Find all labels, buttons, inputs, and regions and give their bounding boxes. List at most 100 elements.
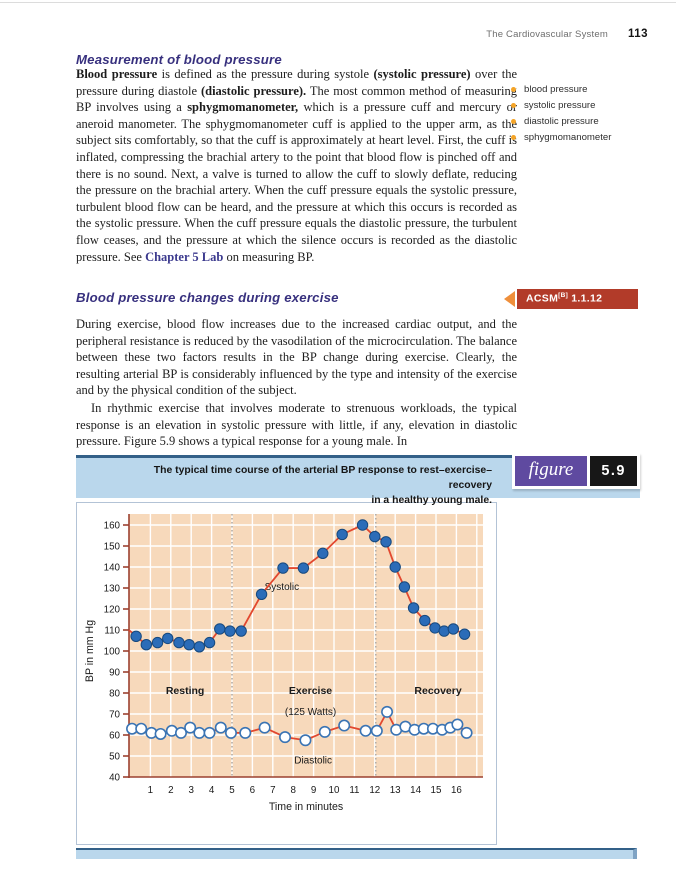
diastolic-data-point — [381, 705, 394, 718]
systolic-data-point — [255, 588, 268, 601]
svg-text:Diastolic: Diastolic — [294, 755, 332, 766]
systolic-data-point — [203, 636, 216, 649]
systolic-data-point — [369, 530, 381, 543]
svg-text:10: 10 — [329, 785, 340, 796]
systolic-data-point — [140, 639, 153, 651]
x-axis-title: Time in minutes — [269, 801, 343, 813]
figure-5-9: The typical time course of the arterial … — [76, 453, 640, 859]
key-term: diastolic pressure — [511, 113, 611, 129]
acsm-superscript: [B] — [558, 292, 569, 299]
figure-badge-number: 5.9 — [590, 456, 637, 486]
acsm-badge-text: ACSM[B] 1.1.12 — [517, 289, 638, 309]
svg-text:40: 40 — [109, 772, 120, 783]
svg-text:Recovery: Recovery — [414, 685, 461, 697]
diastolic-data-point — [203, 726, 216, 739]
diastolic-data-point — [338, 719, 351, 732]
bold-term: (systolic pressure) — [373, 67, 471, 81]
axes — [123, 514, 483, 778]
diastolic-data-point — [451, 718, 464, 731]
diastolic-data-point — [193, 726, 206, 739]
body-text: The most common method of measuring BP i… — [76, 83, 517, 115]
key-term: systolic pressure — [511, 97, 611, 113]
diastolic-data-point — [279, 731, 292, 744]
triangle-left-icon — [504, 290, 515, 307]
bold-term: (diastolic pressure). — [200, 83, 307, 98]
systolic-data-point — [235, 625, 247, 637]
page-number: 113 — [627, 28, 648, 40]
paragraph-exercise-2: In rhythmic exercise that involves moder… — [76, 401, 517, 449]
systolic-data-point — [183, 639, 195, 651]
systolic-data-point — [407, 602, 420, 614]
diastolic-data-point — [460, 726, 473, 739]
systolic-data-point — [193, 641, 206, 653]
diastolic-data-point — [318, 725, 331, 738]
key-term-label: blood pressure — [524, 83, 588, 95]
systolic-data-point — [214, 623, 226, 635]
svg-text:14: 14 — [410, 785, 421, 796]
body-text: over the pressure during diastole — [76, 67, 518, 98]
figure-badge: figure 5.9 — [511, 453, 640, 489]
svg-text:2: 2 — [168, 785, 173, 796]
diastolic-data-point — [214, 721, 227, 734]
svg-text:7: 7 — [270, 785, 275, 796]
chapter-5-lab-link[interactable]: Chapter 5 Lab — [145, 249, 224, 264]
body-text: on measuring BP. — [223, 249, 315, 264]
running-title: The Cardiovascular System — [486, 29, 608, 40]
svg-text:Systolic: Systolic — [265, 582, 299, 593]
diastolic-data-point — [135, 722, 148, 735]
diastolic-data-point — [154, 727, 167, 740]
bold-term: Blood pressure — [76, 67, 158, 81]
acsm-badge: ACSM[B] 1.1.12 — [504, 289, 638, 309]
systolic-data-point — [151, 636, 164, 649]
figure-bottom-bar — [76, 848, 637, 859]
svg-text:3: 3 — [188, 785, 194, 796]
svg-text:13: 13 — [390, 785, 401, 796]
diastolic-data-point — [175, 726, 188, 739]
svg-text:12: 12 — [369, 785, 380, 796]
systolic-data-point — [380, 536, 392, 548]
svg-text:120: 120 — [104, 604, 121, 615]
svg-text:50: 50 — [109, 751, 120, 762]
diastolic-data-point — [184, 721, 197, 734]
svg-text:150: 150 — [104, 541, 121, 552]
diastolic-data-point — [258, 721, 271, 734]
figure-caption-bar: The typical time course of the arterial … — [76, 453, 640, 506]
y-axis-title: BP in mm Hg — [84, 620, 96, 682]
key-term-label: systolic pressure — [524, 99, 596, 111]
svg-text:Resting: Resting — [166, 685, 205, 697]
svg-text:16: 16 — [451, 785, 462, 796]
heading-measurement: Measurement of blood pressure — [76, 52, 282, 67]
bullet-icon — [511, 102, 516, 108]
systolic-data-point — [173, 636, 185, 649]
bullet-icon — [511, 118, 516, 124]
paragraph-measurement: Blood pressure is defined as the pressur… — [76, 66, 517, 265]
margin-key-terms: blood pressure systolic pressure diastol… — [511, 81, 611, 145]
heading-exercise: Blood pressure changes during exercise — [76, 290, 339, 305]
key-term-label: sphygmomanometer — [524, 131, 612, 143]
systolic-data-point — [224, 625, 236, 637]
svg-text:5: 5 — [229, 785, 235, 796]
caption-line-1: The typical time course of the arterial … — [153, 465, 492, 491]
svg-text:15: 15 — [431, 785, 442, 796]
diastolic-data-point — [239, 726, 252, 739]
systolic-data-point — [389, 561, 401, 573]
systolic-data-point — [130, 630, 142, 643]
caption-line-2: in a healthy young male. — [371, 495, 492, 506]
svg-text:(125 Watts): (125 Watts) — [285, 707, 336, 718]
systolic-data-point — [398, 581, 411, 593]
systolic-data-point — [317, 547, 329, 560]
svg-text:140: 140 — [104, 562, 121, 573]
diastolic-data-point — [359, 724, 372, 737]
svg-text:Exercise: Exercise — [289, 685, 332, 697]
svg-text:6: 6 — [250, 785, 256, 796]
svg-text:11: 11 — [349, 785, 359, 796]
diastolic-data-point — [299, 734, 312, 747]
systolic-data-point — [438, 625, 450, 637]
figure-badge-label: figure — [514, 456, 588, 486]
systolic-data-point — [356, 519, 369, 531]
svg-text:4: 4 — [209, 785, 215, 796]
svg-text:100: 100 — [104, 646, 121, 657]
